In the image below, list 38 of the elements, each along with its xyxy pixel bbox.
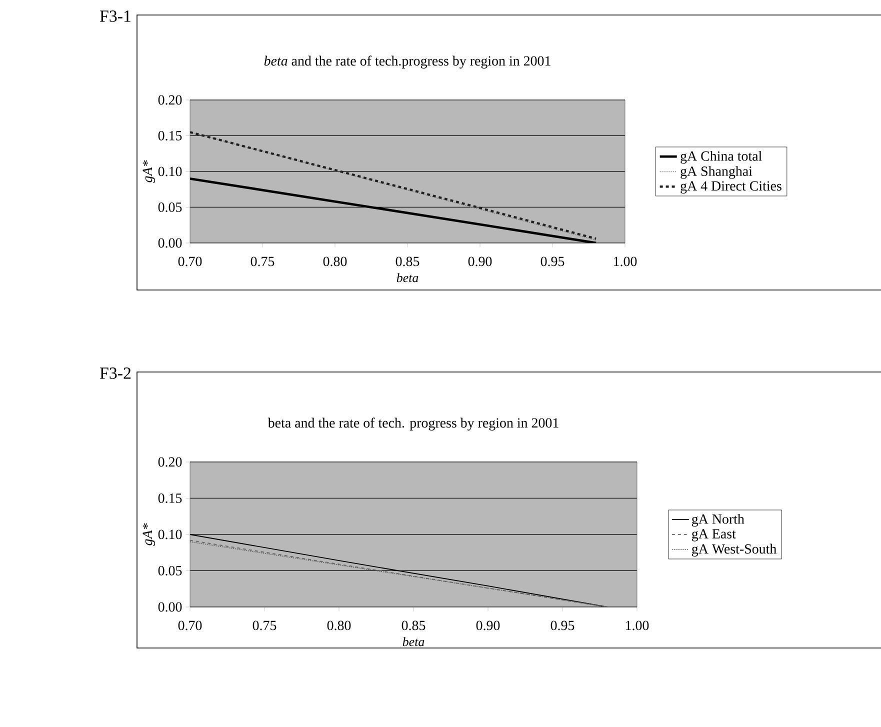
chart-title: beta and the rate of tech.progress by region in 2001: [264, 56, 550, 68]
y-axis-title: gA*: [142, 160, 155, 183]
y-tick-label: 0.20: [158, 95, 182, 105]
y-tick-label: 0.15: [158, 130, 182, 140]
legend-label: gA East: [692, 529, 736, 542]
y-tick-label: 0.00: [158, 238, 182, 248]
legend-label: gA 4 Direct Cities: [680, 181, 782, 194]
x-tick-label: 0.75: [252, 620, 276, 630]
y-tick-label: 0.05: [158, 202, 182, 212]
y-tick-label: 0.05: [158, 566, 182, 576]
x-axis-title: beta: [402, 637, 424, 646]
text: F3-1: [100, 10, 130, 22]
x-axis-title: beta: [396, 273, 418, 282]
x-tick-label: 0.95: [540, 256, 564, 266]
x-tick-label: 0.90: [476, 620, 500, 630]
y-tick-label: 0.10: [158, 166, 182, 176]
x-tick-label: 0.85: [402, 620, 426, 630]
y-tick-label: 0.15: [158, 493, 182, 503]
x-tick-label: 1.00: [614, 256, 637, 266]
x-tick-label: 0.70: [178, 620, 202, 630]
legend-label: gA China total: [680, 150, 762, 164]
x-tick-label: 0.80: [327, 620, 351, 630]
x-tick-label: 0.80: [323, 256, 347, 266]
legend-label: gA Shanghai: [680, 166, 752, 179]
x-tick-label: 0.95: [550, 620, 574, 630]
x-tick-label: 0.70: [178, 256, 202, 266]
text: F3-2: [100, 368, 131, 379]
y-axis-title: gA*: [142, 523, 155, 546]
x-tick-label: 0.85: [396, 256, 420, 266]
x-tick-label: 0.75: [250, 256, 274, 266]
x-tick-label: 1.00: [626, 620, 649, 630]
chart-title: beta and the rate of tech. progress by region in 2001: [268, 418, 558, 430]
y-tick-label: 0.10: [158, 530, 182, 540]
legend-label: gA West-South: [692, 544, 776, 557]
y-tick-label: 0.20: [158, 457, 182, 467]
x-tick-label: 0.90: [468, 256, 492, 266]
legend-label: gA North: [692, 514, 744, 527]
y-tick-label: 0.00: [158, 602, 182, 612]
